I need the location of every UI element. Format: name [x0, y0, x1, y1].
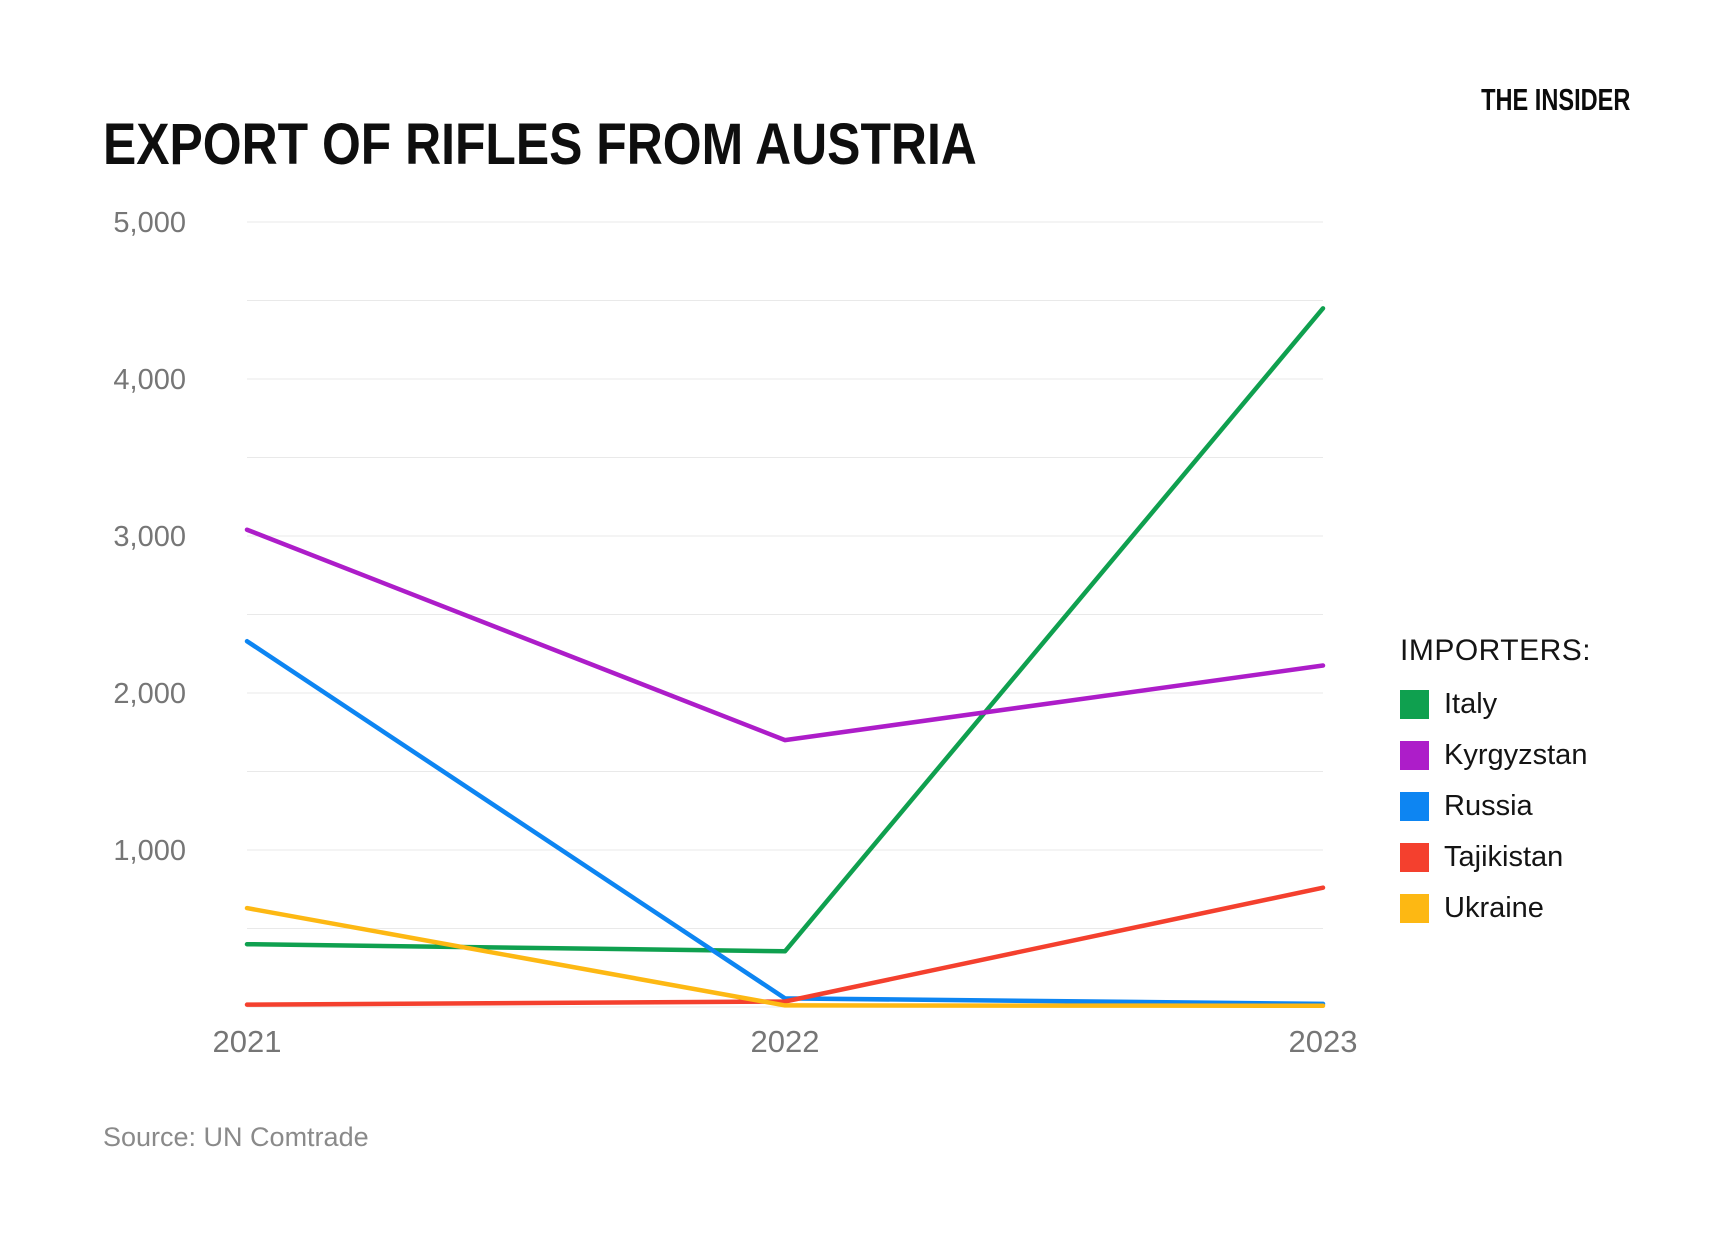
legend-item-tajikistan: Tajikistan — [1400, 843, 1591, 872]
svg-text:2021: 2021 — [213, 1024, 282, 1059]
source-note: Source: UN Comtrade — [103, 1122, 369, 1152]
svg-text:4,000: 4,000 — [113, 364, 186, 396]
legend-item-ukraine: Ukraine — [1400, 894, 1591, 923]
svg-text:2023: 2023 — [1289, 1024, 1358, 1059]
legend-swatch-ukraine — [1400, 894, 1429, 923]
legend-swatch-russia — [1400, 792, 1429, 821]
svg-text:3,000: 3,000 — [113, 521, 186, 553]
svg-text:2022: 2022 — [751, 1024, 820, 1059]
legend-swatch-kyrgyzstan — [1400, 741, 1429, 770]
chart-legend: IMPORTERS: Italy Kyrgyzstan Russia Tajik… — [1400, 634, 1591, 923]
legend-item-kyrgyzstan: Kyrgyzstan — [1400, 741, 1591, 770]
svg-text:1,000: 1,000 — [113, 835, 186, 867]
legend-label-russia: Russia — [1444, 790, 1533, 822]
legend-item-italy: Italy — [1400, 690, 1591, 719]
chart-area: 1,000 2,000 3,000 4,000 5,000 2021 2022 2023 — [60, 190, 1420, 1090]
legend-item-russia: Russia — [1400, 792, 1591, 821]
line-chart-svg: 1,000 2,000 3,000 4,000 5,000 2021 2022 2023 — [113, 207, 1358, 1059]
legend-label-kyrgyzstan: Kyrgyzstan — [1444, 739, 1588, 771]
legend-label-ukraine: Ukraine — [1444, 892, 1544, 924]
svg-text:2,000: 2,000 — [113, 678, 186, 710]
legend-heading: IMPORTERS: — [1400, 634, 1592, 667]
brand-logo: THE INSIDER — [1480, 82, 1630, 117]
legend-swatch-tajikistan — [1400, 843, 1429, 872]
svg-text:5,000: 5,000 — [113, 207, 186, 239]
legend-label-italy: Italy — [1444, 688, 1498, 720]
chart-title: EXPORT OF RIFLES FROM AUSTRIA — [103, 111, 977, 177]
legend-label-tajikistan: Tajikistan — [1444, 841, 1564, 873]
legend-swatch-italy — [1400, 690, 1429, 719]
